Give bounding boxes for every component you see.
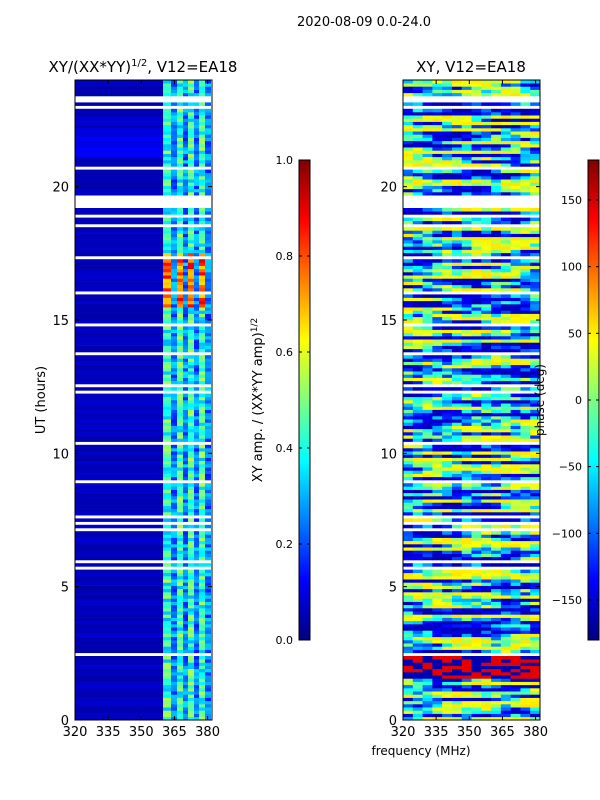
colorbar-tick-label: −50	[559, 461, 582, 474]
x-tick-label: 320	[63, 725, 88, 740]
colorbar-tick-label: 1.0	[276, 154, 294, 167]
amplitude-x-ticks: 320 335 350 365 380	[63, 80, 220, 740]
phase-title: XY, V12=EA18	[416, 58, 526, 76]
phase-colorbar: −150 −100 −50 0 50 100 150 phase (deg)	[533, 159, 600, 641]
phase-axes-frame	[402, 79, 541, 721]
y-tick-label: 10	[52, 447, 69, 462]
phase-y-ticks: 0 5 10 15 20	[380, 181, 540, 729]
amplitude-heatmap	[75, 80, 211, 720]
amplitude-title: XY/(XX*YY)1/2, V12=EA18	[49, 58, 238, 76]
amplitude-colorbar-label: XY amp. / (XX*YY amp)1/2	[250, 318, 266, 482]
y-tick-label: 15	[380, 314, 397, 329]
x-axis-label: frequency (MHz)	[371, 744, 470, 758]
colorbar-tick-label: −100	[552, 527, 582, 540]
phase-x-ticks: 320 335 350 365 380	[391, 80, 548, 740]
x-tick-label: 335	[96, 725, 121, 740]
colorbar-tick-label: 0.8	[276, 250, 294, 263]
amplitude-axes-frame	[74, 79, 213, 721]
phase-heatmap	[403, 80, 540, 720]
x-tick-label: 365	[490, 725, 515, 740]
colorbar-tick-label: 150	[561, 194, 582, 207]
phase-colorbar-label: phase (deg)	[533, 364, 547, 436]
y-tick-label: 5	[61, 581, 69, 596]
amplitude-title-exponent: 1/2	[131, 58, 147, 69]
x-tick-label: 365	[162, 725, 187, 740]
colorbar-tick-label: 100	[561, 261, 582, 274]
amplitude-y-ticks: 0 5 10 15 20	[52, 181, 212, 729]
y-tick-label: 20	[52, 181, 69, 196]
x-tick-label: 380	[523, 725, 548, 740]
phase-panel: XY, V12=EA18 320 335 350 365 380 0 5 10 15 20	[380, 58, 548, 740]
phase-colorbar-ticks: −150 −100 −50 0 50 100 150	[552, 194, 599, 607]
x-tick-label: 320	[391, 725, 416, 740]
x-tick-label: 335	[424, 725, 449, 740]
colorbar-tick-label: 0.0	[276, 634, 294, 647]
y-tick-label: 10	[380, 447, 397, 462]
amplitude-colorbar-label-exponent: 1/2	[250, 318, 260, 332]
colorbar-tick-label: −150	[552, 594, 582, 607]
y-tick-label: 5	[389, 581, 397, 596]
y-tick-label: 20	[380, 181, 397, 196]
colorbar-tick-label: 0.4	[276, 442, 294, 455]
x-tick-label: 380	[195, 725, 220, 740]
amplitude-ylabel: UT (hours)	[34, 366, 49, 434]
amplitude-colorbar-ticks: 0.0 0.2 0.4 0.6 0.8 1.0	[276, 154, 310, 647]
figure-title: 2020-08-09 0.0-24.0	[297, 15, 431, 30]
y-tick-label: 0	[61, 714, 69, 729]
y-tick-label: 15	[52, 314, 69, 329]
amplitude-panel: XY/(XX*YY)1/2, V12=EA18 320 335 350 365 380 …	[34, 58, 237, 740]
amplitude-title-tail: , V12=EA18	[147, 58, 237, 76]
x-tick-label: 350	[457, 725, 482, 740]
colorbar-tick-label: 0.6	[276, 346, 294, 359]
colorbar-tick-label: 0	[575, 394, 582, 407]
y-tick-label: 0	[389, 714, 397, 729]
colorbar-tick-label: 0.2	[276, 538, 294, 551]
amplitude-colorbar-scale	[298, 159, 311, 641]
x-tick-label: 350	[129, 725, 154, 740]
colorbar-tick-label: 50	[568, 327, 582, 340]
amplitude-colorbar: 0.0 0.2 0.4 0.6 0.8 1.0 XY amp. / (XX*YY amp)…	[250, 154, 311, 647]
